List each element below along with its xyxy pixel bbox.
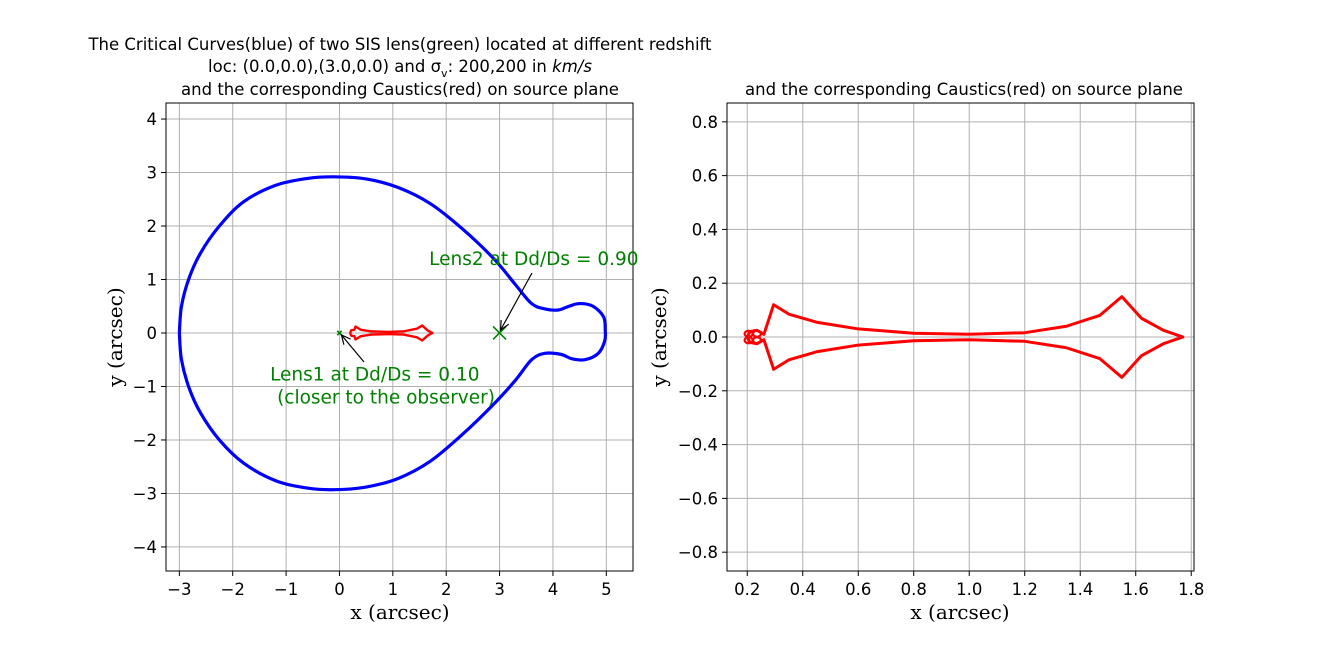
right-xtick-label: 1.4 — [1067, 580, 1093, 599]
left-annotations: Lens2 at Dd/Ds = 0.90 Lens1 at Dd/Ds = 0.… — [270, 249, 638, 409]
left-axes-frame — [165, 102, 634, 572]
right-xtick-label: 0.6 — [845, 580, 871, 599]
critical-curve — [177, 175, 608, 492]
right-xtick-label: 0.4 — [790, 580, 816, 599]
inner-caustic-curve — [349, 324, 434, 342]
right-ytick-label: −0.2 — [678, 382, 718, 401]
left-ytick-label: 0 — [147, 324, 158, 343]
right-ylabel: y (arcsec) — [647, 287, 671, 387]
right-ytick-label: 0.8 — [692, 113, 718, 132]
right-ticks: 0.2 0.4 0.6 0.8 1.0 1.2 1.4 1.6 1.8 −0.8 −0.6 −0.4 −… — [678, 113, 1204, 599]
left-ytick-label: −1 — [133, 377, 157, 396]
lens2-label: Lens2 at Dd/Ds = 0.90 — [429, 249, 638, 270]
right-xtick-label: 1.6 — [1123, 580, 1149, 599]
right-xtick-label: 0.8 — [901, 580, 927, 599]
left-ticks: −3 −2 −1 0 1 2 3 4 5 −4 −3 −2 −1 0 1 2 3 4 — [133, 110, 612, 599]
right-title: and the corresponding Caustics(red) on s… — [745, 80, 1183, 99]
lens2-marker — [492, 325, 507, 341]
right-xlabel: x (arcsec) — [910, 600, 1009, 624]
right-grid — [727, 103, 1194, 571]
left-data — [177, 175, 608, 492]
left-title-line2-unit: km/s — [552, 57, 592, 76]
caustic-curve — [745, 295, 1185, 379]
left-title-line2-part1: loc: (0.0,0.0),(3.0,0.0) and σ — [208, 57, 441, 76]
left-xtick-label: −2 — [221, 580, 245, 599]
left-ylabel: y (arcsec) — [103, 287, 127, 387]
left-grid — [166, 103, 633, 571]
left-xtick-label: 1 — [388, 580, 399, 599]
right-xtick-label: 1.0 — [956, 580, 982, 599]
right-ytick-label: −0.4 — [678, 436, 718, 455]
right-xtick-label: 1.8 — [1178, 580, 1204, 599]
left-xlabel: x (arcsec) — [350, 600, 449, 624]
right-ytick-label: 0.2 — [692, 274, 718, 293]
caustic-left-loops — [743, 329, 763, 345]
left-title-line2-part2: : 200,200 in — [448, 57, 553, 76]
right-ytick-label: −0.8 — [678, 543, 718, 562]
left-xtick-label: 2 — [441, 580, 452, 599]
left-ytick-label: 2 — [147, 217, 158, 236]
left-plot: −3 −2 −1 0 1 2 3 4 5 −4 −3 −2 −1 0 1 2 3 4 x (arcsec) y (… — [103, 102, 639, 624]
right-ytick-label: 0.6 — [692, 167, 718, 186]
left-title-line3: and the corresponding Caustics(red) on s… — [181, 80, 619, 99]
right-xtick-label: 0.2 — [734, 580, 760, 599]
right-ytick-label: −0.6 — [678, 489, 718, 508]
right-plot: 0.2 0.4 0.6 0.8 1.0 1.2 1.4 1.6 1.8 −0.8 −0.6 −0.4 −… — [647, 102, 1204, 624]
lens1-sublabel: (closer to the observer) — [277, 388, 495, 409]
left-ytick-label: 1 — [147, 271, 158, 290]
left-xtick-label: 5 — [601, 580, 612, 599]
lens1-label: Lens1 at Dd/Ds = 0.10 — [270, 365, 479, 386]
left-xtick-label: 3 — [494, 580, 505, 599]
left-xtick-label: −3 — [167, 580, 191, 599]
left-xtick-label: 0 — [334, 580, 345, 599]
left-title-line2: loc: (0.0,0.0),(3.0,0.0) and σv: 200,200… — [208, 57, 592, 80]
left-title-sigma-sub: v — [441, 67, 448, 80]
left-title-line1: The Critical Curves(blue) of two SIS len… — [87, 35, 712, 54]
left-ytick-label: −2 — [133, 431, 157, 450]
left-xtick-label: −1 — [274, 580, 298, 599]
right-xtick-label: 1.2 — [1012, 580, 1038, 599]
lens1-arrow — [340, 333, 365, 363]
right-ytick-label: 0.0 — [692, 328, 718, 347]
left-xtick-label: 4 — [548, 580, 559, 599]
left-ytick-label: 4 — [147, 110, 158, 129]
right-ytick-label: 0.4 — [692, 220, 718, 239]
left-ytick-label: −3 — [133, 484, 157, 503]
right-data — [743, 295, 1185, 379]
left-ytick-label: 3 — [147, 164, 158, 183]
lens2-arrow — [499, 272, 533, 332]
left-ytick-label: −4 — [133, 538, 157, 557]
